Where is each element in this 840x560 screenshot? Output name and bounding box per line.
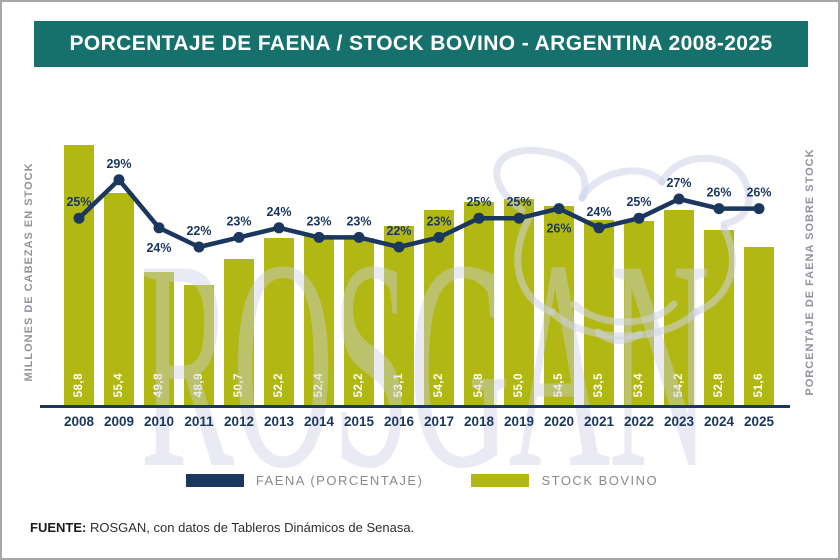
x-axis-year-label: 2024 xyxy=(703,414,735,429)
page-title: PORCENTAJE DE FAENA / STOCK BOVINO - ARG… xyxy=(69,32,773,55)
legend: FAENA (PORCENTAJE) STOCK BOVINO xyxy=(2,473,838,488)
x-axis-year-label: 2009 xyxy=(103,414,135,429)
legend-item-stock: STOCK BOVINO xyxy=(471,473,658,488)
source-note: FUENTE: ROSGAN, con datos de Tableros Di… xyxy=(30,520,414,535)
source-prefix: FUENTE: xyxy=(30,520,87,535)
x-axis-year-label: 2022 xyxy=(623,414,655,429)
x-axis-year-label: 2021 xyxy=(583,414,615,429)
x-axis-year-label: 2011 xyxy=(184,414,214,429)
legend-label-stock: STOCK BOVINO xyxy=(541,473,659,488)
faena-swatch xyxy=(185,474,244,487)
bar-stock-2012: 50,7 xyxy=(224,259,254,406)
x-axis-year-label: 2008 xyxy=(63,414,95,429)
source-text: ROSGAN, con datos de Tableros Dinámicos … xyxy=(86,520,415,535)
bar-stock-2016: 53,1 xyxy=(384,225,414,406)
x-axis-year-label: 2017 xyxy=(423,414,455,429)
legend-label-faena: FAENA (PORCENTAJE) xyxy=(255,473,424,488)
legend-item-faena: FAENA (PORCENTAJE) xyxy=(185,473,424,488)
bar-stock-2015: 52,2 xyxy=(344,238,374,406)
stock-swatch xyxy=(471,474,530,487)
x-axis-year-label: 2025 xyxy=(743,414,775,429)
x-axis-line xyxy=(40,405,790,408)
bar-stock-2014: 52,4 xyxy=(304,235,334,406)
x-axis-year-label: 2023 xyxy=(663,414,695,429)
x-axis-year-label: 2016 xyxy=(383,414,415,429)
x-axis-year-label: 2015 xyxy=(343,414,375,429)
bar-stock-2025: 51,6 xyxy=(744,246,774,406)
bar-stock-2010: 49,8 xyxy=(144,272,174,406)
header-band: PORCENTAJE DE FAENA / STOCK BOVINO - ARG… xyxy=(34,21,808,67)
x-axis-year-label: 2012 xyxy=(223,414,255,429)
bar-stock-2011: 48,9 xyxy=(184,284,214,406)
x-axis-year-label: 2020 xyxy=(543,414,575,429)
x-axis-year-label: 2018 xyxy=(463,414,495,429)
x-axis-year-label: 2019 xyxy=(503,414,535,429)
x-axis-year-label: 2013 xyxy=(263,414,295,429)
x-axis-year-label: 2014 xyxy=(303,414,335,429)
x-axis-year-label: 2010 xyxy=(143,414,175,429)
bar-stock-2013: 52,2 xyxy=(264,238,294,406)
